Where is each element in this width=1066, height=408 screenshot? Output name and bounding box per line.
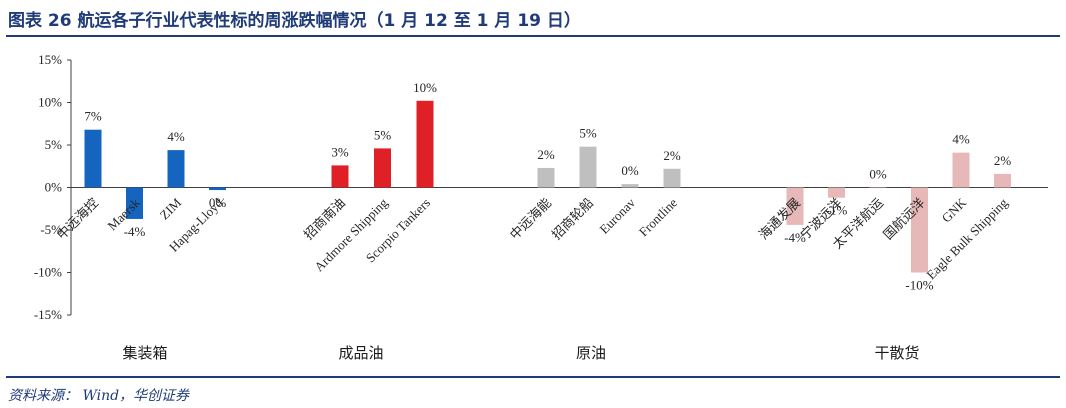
footer-divider	[6, 376, 1060, 378]
value-label: -1%	[826, 203, 848, 218]
category-label: 中远海控	[54, 195, 101, 242]
bar	[126, 187, 143, 219]
bar-layer	[84, 100, 1011, 273]
y-tick-label: 10%	[38, 95, 62, 110]
value-label: -10%	[905, 278, 933, 293]
chart-title: 图表 26 航运各子行业代表性标的周涨跌幅情况（1 月 12 至 1 月 19 …	[8, 11, 581, 31]
bar	[994, 173, 1011, 188]
category-label: 招商轮船	[549, 195, 596, 242]
value-label: 3%	[331, 144, 349, 159]
y-tick-label: -5%	[40, 222, 62, 237]
y-tick-label: 0%	[45, 180, 63, 195]
value-label: 10%	[413, 80, 437, 95]
source-note: 资料来源： Wind，华创证券	[8, 388, 190, 404]
category-label: GNK	[939, 195, 970, 226]
bar	[828, 187, 845, 198]
category-label: Frontline	[636, 195, 680, 239]
category-label: Euronav	[596, 195, 638, 237]
y-tick-label: -10%	[34, 265, 62, 280]
value-label: 2%	[663, 148, 681, 163]
y-tick-label: -15%	[34, 307, 62, 322]
group-label: 原油	[576, 344, 606, 362]
y-tick-label: 5%	[45, 137, 63, 152]
bar	[537, 167, 555, 188]
value-label: 5%	[374, 127, 392, 142]
category-label: 中远海能	[507, 195, 554, 242]
bar	[209, 187, 226, 191]
group-label: 成品油	[338, 344, 383, 362]
bar	[331, 165, 349, 188]
bar	[952, 152, 970, 188]
value-label: 5%	[579, 126, 597, 141]
category-label: ZIM	[157, 195, 185, 223]
value-label: 0%	[209, 195, 227, 210]
bar	[621, 184, 639, 188]
group-label: 干散货	[874, 344, 919, 362]
bar	[663, 168, 681, 188]
y-tick-label: 15%	[38, 52, 62, 67]
bar	[911, 187, 928, 273]
value-label: 2%	[994, 153, 1012, 168]
value-label: 7%	[84, 109, 102, 124]
value-label: -4%	[124, 224, 146, 239]
value-label: 0%	[869, 167, 887, 182]
bar	[579, 146, 597, 188]
bar	[786, 187, 804, 225]
bar-chart: -15%-10%-5%0%5%10%15% 7%中远海控 -4%Maersk4%Z…	[34, 52, 1048, 362]
value-label: 4%	[952, 132, 970, 147]
category-label: Eagle Bulk Shipping	[923, 195, 1011, 283]
value-label: 2%	[537, 147, 555, 162]
title-divider	[6, 35, 1060, 37]
value-label: 4%	[167, 129, 185, 144]
value-label: -4%	[784, 230, 806, 245]
group-label: 集装箱	[122, 344, 167, 362]
bar	[167, 150, 185, 188]
bar	[416, 100, 434, 188]
category-label: Ardmore Shipping	[311, 195, 391, 275]
value-label: 0%	[621, 163, 639, 178]
axis-layer: -15% -10% -5% 0% 5% 10% 15%	[34, 52, 1048, 322]
bar	[869, 187, 887, 189]
bar	[374, 148, 391, 188]
bar	[84, 129, 102, 188]
